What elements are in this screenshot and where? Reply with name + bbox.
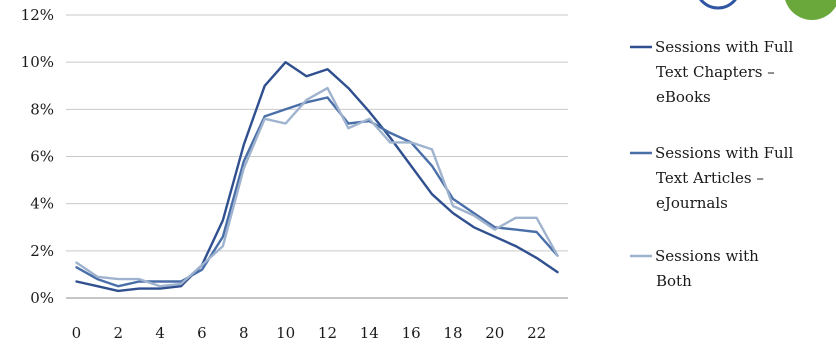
x-tick-label: 6 bbox=[197, 324, 207, 342]
x-tick-label: 16 bbox=[402, 324, 421, 342]
green-circle-icon bbox=[785, 0, 836, 20]
y-tick-label: 8% bbox=[30, 100, 54, 118]
legend-label-1: Sessions with Full bbox=[655, 38, 793, 56]
x-tick-label: 12 bbox=[318, 324, 337, 342]
x-tick-label: 20 bbox=[485, 324, 504, 342]
x-tick-label: 2 bbox=[114, 324, 124, 342]
legend-label-3: Both bbox=[656, 272, 692, 290]
y-tick-label: 0% bbox=[30, 289, 54, 307]
series-line-1 bbox=[75, 61, 559, 293]
legend-label-2: Text Articles – bbox=[656, 169, 764, 187]
y-tick-label: 2% bbox=[30, 242, 54, 260]
x-tick-label: 8 bbox=[239, 324, 249, 342]
x-tick-label: 22 bbox=[527, 324, 546, 342]
x-tick-label: 18 bbox=[443, 324, 462, 342]
axis-layer: 0% 2% 4% 6% 8% 10% 12% 0 2 4 6 8 10 12 14 16 18 20 22 bbox=[21, 6, 547, 342]
legend-label-2: Sessions with Full bbox=[655, 144, 793, 162]
y-tick-label: 12% bbox=[21, 6, 54, 24]
x-tick-label: 10 bbox=[276, 324, 295, 342]
series-line-3 bbox=[75, 86, 559, 288]
legend-label-2: eJournals bbox=[656, 194, 728, 212]
logo-circles bbox=[699, 0, 836, 20]
legend-label-1: eBooks bbox=[656, 88, 711, 106]
x-tick-label: 0 bbox=[72, 324, 82, 342]
y-tick-label: 6% bbox=[30, 148, 54, 166]
y-tick-label: 4% bbox=[30, 195, 54, 213]
x-tick-label: 14 bbox=[360, 324, 379, 342]
x-tick-label: 4 bbox=[155, 324, 165, 342]
grid-layer bbox=[66, 14, 568, 299]
blue-circle-icon bbox=[699, 0, 737, 10]
series-layer bbox=[75, 61, 559, 293]
legend: Sessions with Full Text Chapters – eBooks S… bbox=[630, 38, 793, 290]
y-tick-label: 10% bbox=[21, 53, 54, 71]
legend-label-3: Sessions with bbox=[655, 247, 759, 265]
legend-label-1: Text Chapters – bbox=[656, 63, 775, 81]
series-line-2 bbox=[75, 96, 559, 288]
